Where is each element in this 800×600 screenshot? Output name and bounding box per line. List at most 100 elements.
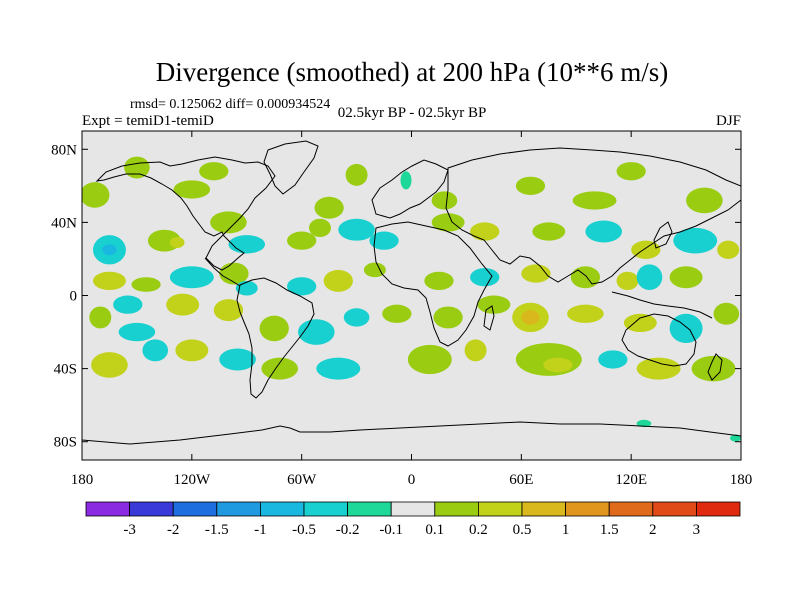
colorbar-label: 1.5 bbox=[600, 522, 619, 538]
divergence-region-35 bbox=[323, 269, 353, 292]
divergence-region-1 bbox=[124, 156, 150, 179]
divergence-region-58 bbox=[623, 313, 657, 333]
x-axis-ticks: 180 120W 60W 0 60E 120E 180 bbox=[71, 131, 753, 488]
divergence-region-4 bbox=[314, 196, 344, 219]
divergence-region-72 bbox=[636, 357, 681, 380]
divergence-region-64 bbox=[219, 348, 256, 371]
divergence-region-75 bbox=[730, 434, 741, 442]
divergence-region-29 bbox=[92, 271, 126, 291]
divergence-region-32 bbox=[219, 262, 249, 285]
madagascar-coastline bbox=[483, 305, 495, 331]
divergence-region-9 bbox=[572, 191, 617, 210]
divergence-region-24 bbox=[532, 222, 566, 241]
colorbar-swatch bbox=[521, 501, 566, 517]
colorbar-label: -3 bbox=[123, 522, 136, 538]
y-tick-label: 0 bbox=[70, 289, 78, 305]
colorbar-label: -1.5 bbox=[205, 522, 229, 538]
divergence-region-17 bbox=[228, 235, 266, 254]
divergence-region-10 bbox=[616, 162, 646, 181]
divergence-region-3 bbox=[199, 162, 229, 181]
divergence-region-50 bbox=[298, 319, 335, 345]
colorbar-label: -0.2 bbox=[336, 522, 360, 538]
colorbar-label: 0.1 bbox=[425, 522, 444, 538]
new-zealand-coastline bbox=[707, 353, 723, 381]
south-america-coastline bbox=[236, 277, 315, 399]
divergence-region-57 bbox=[567, 304, 604, 323]
divergence-region-26 bbox=[631, 240, 661, 259]
divergence-region-46 bbox=[118, 322, 156, 342]
divergence-region-27 bbox=[673, 227, 718, 254]
divergence-region-73 bbox=[691, 355, 736, 382]
colorbar-label: -1 bbox=[254, 522, 267, 538]
x-tick-label: 60W bbox=[287, 472, 317, 488]
divergence-region-52 bbox=[382, 304, 412, 323]
colorbar-swatch bbox=[652, 501, 697, 517]
divergence-region-41 bbox=[616, 271, 639, 291]
season-label: DJF bbox=[716, 113, 741, 129]
y-tick-label: 40S bbox=[54, 362, 77, 378]
colorbar-swatch bbox=[172, 501, 218, 517]
divergence-region-74 bbox=[636, 419, 652, 428]
divergence-region-70 bbox=[543, 357, 573, 373]
divergence-region-8 bbox=[515, 176, 546, 195]
colorbar-swatch bbox=[347, 501, 392, 517]
divergence-region-40 bbox=[570, 266, 601, 289]
divergence-region-59 bbox=[669, 313, 703, 344]
divergence-region-39 bbox=[521, 264, 551, 283]
stats-label: rmsd= 0.125062 diff= 0.000934524 bbox=[130, 97, 330, 112]
asia-coastline bbox=[445, 147, 741, 285]
divergence-region-62 bbox=[142, 339, 169, 362]
divergence-region-44 bbox=[89, 306, 112, 329]
divergence-region-23 bbox=[470, 222, 500, 241]
colorbar-swatch bbox=[85, 501, 130, 517]
divergence-region-21 bbox=[369, 231, 399, 250]
africa-coastline bbox=[373, 221, 493, 347]
divergence-region-53 bbox=[433, 306, 463, 329]
divergence-region-19 bbox=[308, 218, 331, 238]
colorbar-label: 0.2 bbox=[469, 522, 488, 538]
divergence-region-5 bbox=[345, 163, 368, 186]
colorbar-swatch bbox=[390, 501, 436, 517]
y-tick-label: 40N bbox=[51, 215, 77, 231]
southeast-asia-islands-coastline bbox=[611, 291, 713, 319]
divergence-region-25 bbox=[585, 220, 623, 243]
divergence-region-6 bbox=[400, 171, 412, 190]
x-tick-label: 180 bbox=[730, 472, 753, 488]
chart-title: Divergence (smoothed) at 200 hPa (10**6 … bbox=[156, 57, 668, 87]
divergence-region-60 bbox=[713, 302, 740, 325]
divergence-region-7 bbox=[431, 191, 458, 210]
divergence-region-2 bbox=[173, 180, 211, 199]
colorbar-label: -0.5 bbox=[292, 522, 316, 538]
divergence-region-65 bbox=[261, 357, 299, 380]
divergence-region-31 bbox=[169, 266, 214, 289]
colorbar-swatch bbox=[565, 501, 610, 517]
x-tick-label: 180 bbox=[71, 472, 94, 488]
divergence-region-15 bbox=[169, 237, 185, 248]
colorbar-swatch bbox=[216, 501, 261, 517]
colorbar-swatch bbox=[477, 501, 523, 517]
x-tick-label: 0 bbox=[408, 472, 416, 488]
divergence-region-68 bbox=[464, 339, 487, 362]
central-america-coastline bbox=[204, 257, 241, 287]
y-tick-label: 80S bbox=[54, 435, 77, 451]
australia-coastline bbox=[621, 313, 697, 367]
colorbar-swatch bbox=[434, 501, 479, 517]
divergence-region-16 bbox=[210, 211, 247, 234]
colorbar-label: 0.5 bbox=[513, 522, 532, 538]
divergence-region-56 bbox=[521, 310, 540, 325]
japan-coastline bbox=[653, 221, 673, 249]
divergence-region-38 bbox=[470, 268, 500, 287]
divergence-region-47 bbox=[166, 293, 200, 316]
divergence-region-54 bbox=[477, 295, 511, 314]
divergence-region-22 bbox=[431, 213, 465, 232]
experiment-label: Expt = temiD1-temiD bbox=[82, 113, 214, 129]
colorbar-swatch bbox=[608, 501, 654, 517]
colorbar-swatch bbox=[129, 501, 174, 517]
y-axis-ticks: 80N 40N 0 40S 80S bbox=[51, 142, 741, 451]
divergence-region-20 bbox=[338, 218, 375, 241]
divergence-region-48 bbox=[213, 299, 244, 322]
divergence-region-66 bbox=[316, 357, 361, 380]
divergence-region-63 bbox=[175, 339, 209, 362]
divergence-region-18 bbox=[287, 231, 317, 250]
colorbar-swatch bbox=[696, 501, 741, 517]
